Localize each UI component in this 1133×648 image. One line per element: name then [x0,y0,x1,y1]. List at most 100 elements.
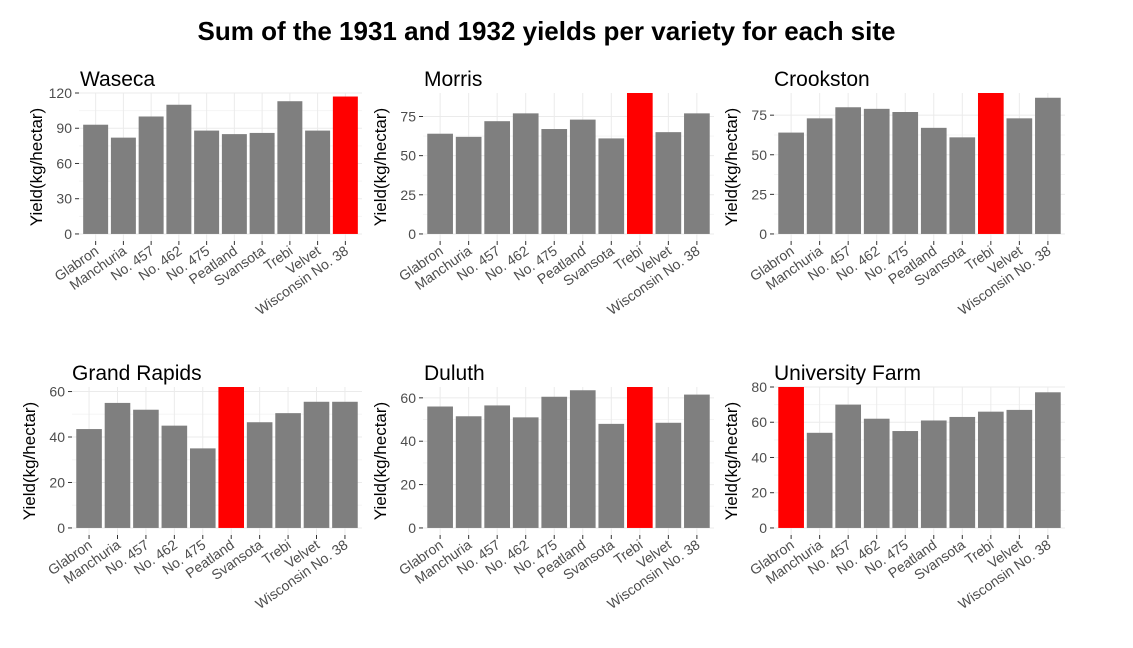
y-axis-title: Yield(kg/hectar) [371,402,390,520]
bar-wisconsin-no-38 [332,96,358,234]
bar-no-475 [541,129,568,234]
bar-no-475 [892,112,919,234]
bar-glabron [83,124,109,234]
bar-trebi [977,411,1004,528]
bar-wisconsin-no-38 [1035,392,1061,528]
y-tick-label: 20 [400,477,416,493]
bar-velvet [1006,118,1033,234]
bar-wisconsin-no-38 [684,394,710,528]
bar-no-475 [892,431,919,528]
y-axis-title: Yield(kg/hectar) [371,108,390,226]
y-tick-label: 50 [751,147,767,163]
bar-peatland [569,390,596,528]
y-tick-label: 90 [56,120,72,136]
y-tick-label: 0 [408,226,416,242]
bar-no-475 [189,448,216,528]
panel-title: Duluth [424,362,485,385]
bar-velvet [1006,409,1033,528]
y-axis-title: Yield(kg/hectar) [722,108,741,226]
bar-svansota [246,422,273,528]
y-tick-label: 50 [400,148,416,164]
bar-wisconsin-no-38 [684,113,710,234]
figure-title: Sum of the 1931 and 1932 yields per vari… [197,16,896,46]
y-tick-label: 30 [56,191,72,207]
bar-glabron [427,133,453,234]
bar-svansota [598,423,625,528]
bar-no-457 [484,121,511,234]
bar-velvet [305,130,331,234]
bar-manchuria [806,432,833,528]
y-axis-title: Yield(kg/hectar) [27,108,46,226]
panel-title: University Farm [774,362,921,385]
bar-no-457 [835,404,862,528]
bar-manchuria [104,402,131,528]
panel-title: Morris [424,68,482,91]
y-tick-label: 80 [751,379,767,395]
bar-trebi [977,93,1004,234]
bar-glabron [778,387,804,528]
y-tick-label: 20 [49,474,65,490]
bar-peatland [920,420,947,528]
y-tick-label: 75 [751,107,767,123]
y-tick-label: 0 [408,520,416,536]
bar-peatland [221,134,247,234]
bar-glabron [427,406,453,528]
bar-svansota [598,138,625,234]
bar-no-462 [161,425,188,528]
bar-velvet [655,422,682,528]
bar-trebi [626,93,653,234]
bar-peatland [218,387,245,528]
bar-trebi [277,101,303,234]
bar-no-462 [512,113,539,234]
y-tick-label: 60 [56,155,72,171]
bar-no-457 [138,116,164,234]
bar-manchuria [806,118,833,234]
panel-title: Grand Rapids [72,362,202,385]
bar-no-457 [835,107,862,234]
bar-velvet [655,132,682,234]
bar-manchuria [455,136,482,234]
bar-peatland [920,127,947,234]
y-tick-label: 60 [49,384,65,400]
bar-velvet [303,401,330,528]
y-tick-label: 0 [759,226,767,242]
bar-peatland [569,119,596,234]
bar-manchuria [455,416,482,528]
y-tick-label: 40 [400,433,416,449]
y-tick-label: 25 [751,186,767,202]
y-tick-label: 75 [400,108,416,124]
bar-no-457 [484,405,511,528]
bar-glabron [76,429,102,528]
bar-no-475 [541,396,568,528]
y-tick-label: 0 [64,226,72,242]
panel-title: Crookston [774,68,870,91]
bar-wisconsin-no-38 [332,401,358,528]
bar-no-462 [166,104,192,234]
panel-title: Waseca [80,68,155,91]
bar-no-475 [194,130,220,234]
y-tick-label: 60 [400,390,416,406]
y-tick-label: 25 [400,187,416,203]
y-tick-label: 0 [759,520,767,536]
bar-trebi [626,387,653,528]
bar-svansota [949,137,976,234]
y-tick-label: 40 [751,449,767,465]
bar-no-457 [133,409,159,528]
bar-no-462 [512,417,539,528]
y-tick-label: 60 [751,414,767,430]
bar-no-462 [863,108,890,234]
bar-svansota [949,416,976,528]
y-tick-label: 120 [49,85,73,101]
y-axis-title: Yield(kg/hectar) [722,402,741,520]
bar-trebi [275,413,301,528]
bar-svansota [249,132,275,234]
y-tick-label: 40 [49,429,65,445]
y-tick-label: 0 [57,520,65,536]
